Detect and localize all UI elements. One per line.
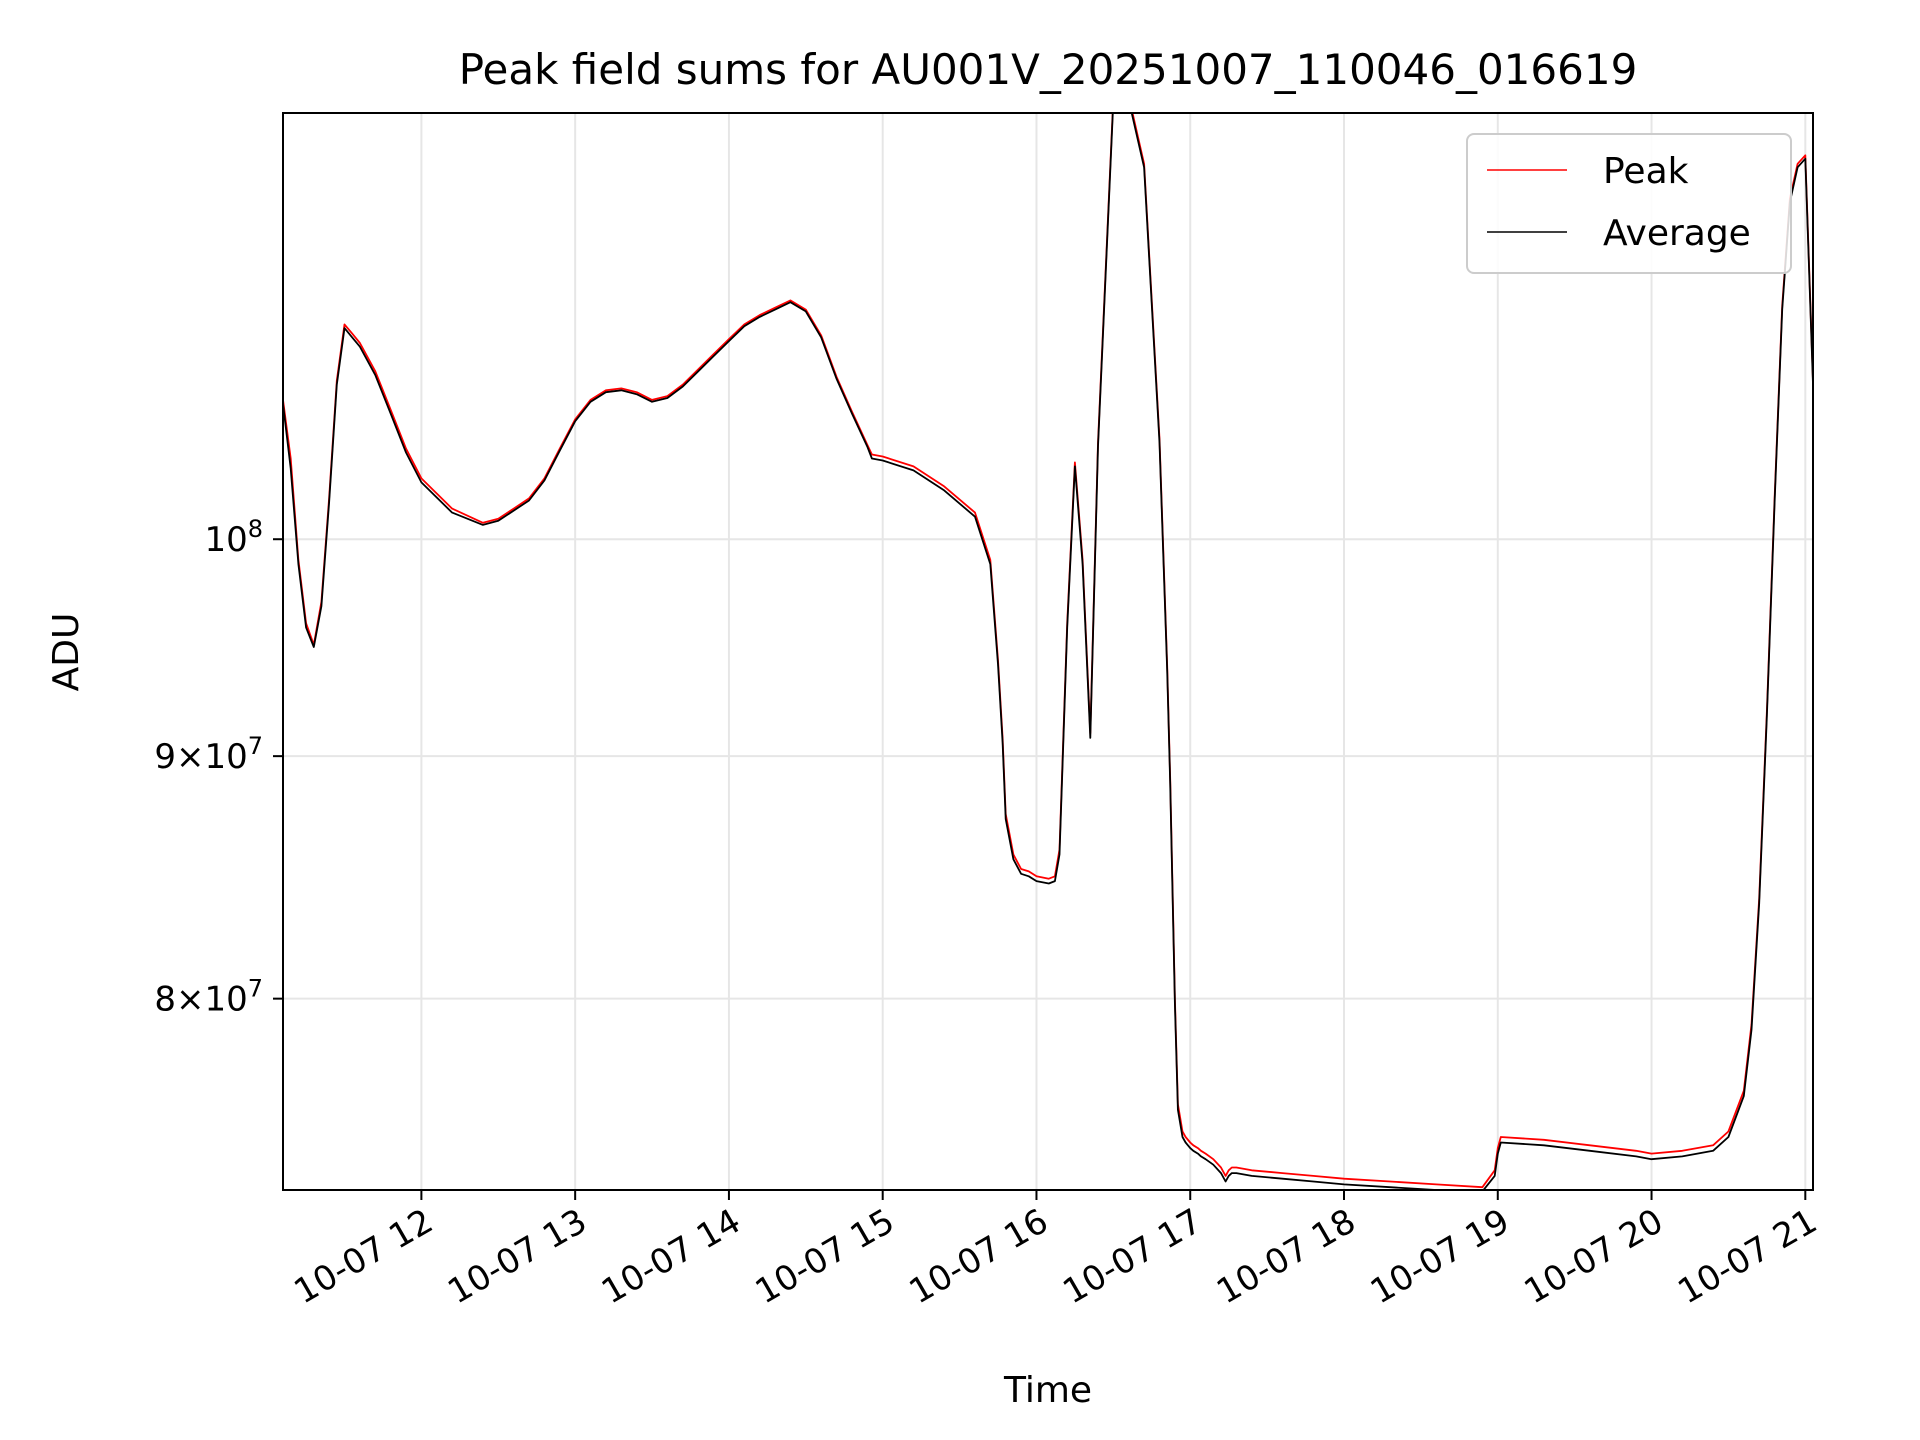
x-tick-label: 10-07 12: [287, 1201, 439, 1312]
y-axis-label: ADU: [46, 613, 87, 692]
series-layer: [283, 113, 1813, 1190]
x-tick-label: 10-07 20: [1518, 1201, 1670, 1312]
legend-box: [1466, 133, 1792, 274]
grid-lines: [283, 113, 1813, 1190]
x-tick-label: 10-07 14: [595, 1201, 747, 1312]
x-axis-label: Time: [1003, 1370, 1092, 1411]
legend-label-average: Average: [1603, 213, 1751, 254]
y-tick-label: 9×107: [154, 732, 263, 777]
plot-frame: [282, 112, 1814, 1191]
series-line-average: [283, 113, 1813, 1190]
x-tick-label: 10-07 21: [1671, 1201, 1823, 1312]
y-axis-ticks: 8×107 9×107 108: [154, 515, 283, 1020]
legend-label-peak: Peak: [1603, 151, 1689, 192]
x-axis-ticks: 10-07 12 10-07 13 10-07 14 10-07 15 10-07 16…: [287, 1190, 1824, 1312]
y-tick-label: 8×107: [154, 975, 263, 1020]
x-tick-label: 10-07 17: [1056, 1201, 1208, 1312]
legend: Peak Average: [1466, 133, 1792, 274]
x-tick-label: 10-07 18: [1210, 1201, 1362, 1312]
x-tick-label: 10-07 13: [441, 1201, 593, 1312]
x-tick-label: 10-07 19: [1364, 1201, 1516, 1312]
chart-title: Peak field sums for AU001V_20251007_1100…: [459, 45, 1638, 94]
y-tick-label: 108: [204, 515, 263, 560]
x-tick-label: 10-07 15: [749, 1201, 901, 1312]
x-tick-label: 10-07 16: [903, 1201, 1055, 1312]
